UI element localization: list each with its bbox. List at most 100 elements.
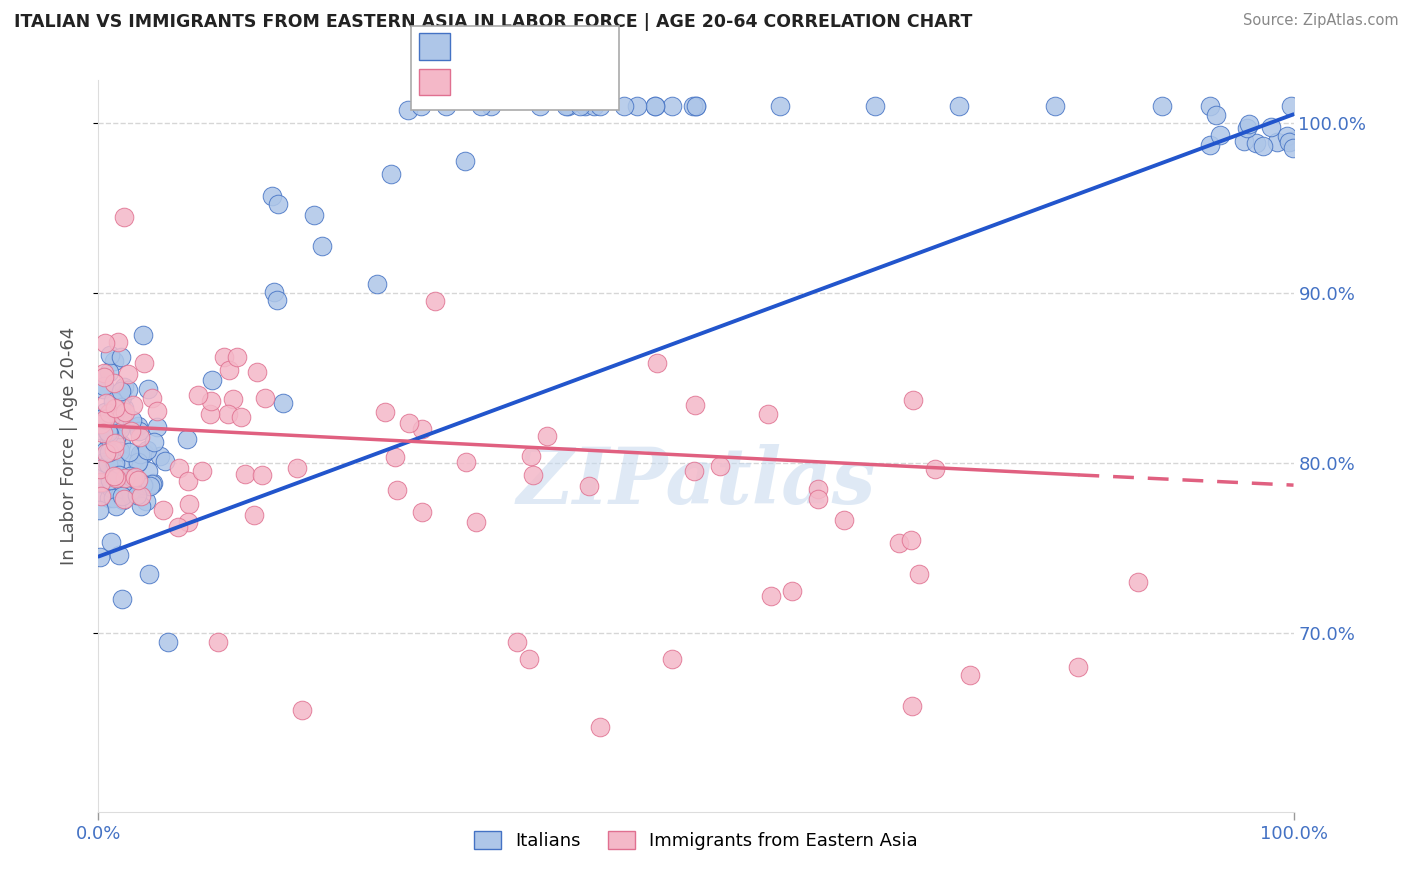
Point xyxy=(759,589,782,603)
Text: R =: R = xyxy=(457,37,489,54)
Point xyxy=(423,294,446,309)
Point xyxy=(112,380,135,394)
Point xyxy=(141,391,163,405)
Point xyxy=(94,395,117,409)
Point xyxy=(1199,138,1222,153)
Text: N =: N = xyxy=(530,72,564,90)
Point xyxy=(229,410,252,425)
Point xyxy=(110,400,132,414)
Point xyxy=(98,365,121,379)
Point xyxy=(626,99,648,113)
Point xyxy=(924,462,946,476)
Point xyxy=(125,456,148,470)
Point xyxy=(177,497,200,511)
Point xyxy=(554,99,576,113)
Point xyxy=(380,167,402,181)
Point xyxy=(114,471,136,485)
Point xyxy=(100,474,122,488)
Point xyxy=(103,353,125,368)
Text: -0.090: -0.090 xyxy=(491,72,553,90)
Point xyxy=(104,456,127,470)
Point xyxy=(93,415,115,429)
Point xyxy=(100,436,122,450)
Point xyxy=(129,447,152,461)
Point xyxy=(1067,660,1090,674)
Point xyxy=(93,444,115,458)
Point xyxy=(127,473,149,487)
Point xyxy=(434,99,457,113)
Point xyxy=(94,446,117,460)
Point xyxy=(90,489,112,503)
Point xyxy=(93,369,115,384)
Point xyxy=(807,491,830,506)
Point xyxy=(1278,135,1301,149)
Point xyxy=(1265,136,1288,150)
Point xyxy=(291,703,314,717)
Point xyxy=(112,210,135,224)
Point xyxy=(91,410,114,425)
Point xyxy=(1152,99,1174,113)
Point xyxy=(1236,120,1258,135)
Point xyxy=(132,356,155,370)
Text: N =: N = xyxy=(530,37,564,54)
Point xyxy=(110,384,132,398)
Point xyxy=(128,430,150,444)
Point xyxy=(111,492,134,507)
Point xyxy=(110,409,132,423)
Point xyxy=(104,401,127,415)
Point xyxy=(574,99,596,113)
Point xyxy=(121,413,143,427)
Point xyxy=(127,455,149,469)
Point xyxy=(120,424,142,438)
Point xyxy=(127,419,149,434)
Point xyxy=(250,467,273,482)
Point xyxy=(266,293,288,307)
Point xyxy=(374,405,396,419)
Point xyxy=(191,465,214,479)
Point xyxy=(112,492,135,507)
Point xyxy=(271,395,294,409)
Point xyxy=(121,471,143,485)
Point xyxy=(87,502,110,516)
Point xyxy=(454,153,477,168)
Point xyxy=(1279,99,1302,113)
Point xyxy=(132,327,155,342)
Point xyxy=(1275,129,1298,144)
Point xyxy=(167,519,190,533)
Text: 0.555: 0.555 xyxy=(491,37,546,54)
Point xyxy=(111,391,134,405)
Point xyxy=(146,420,169,434)
Point xyxy=(832,513,855,527)
Point xyxy=(89,550,111,565)
Point xyxy=(1244,136,1267,151)
Point xyxy=(807,482,830,496)
Point xyxy=(136,443,159,458)
Point xyxy=(644,99,666,113)
Point xyxy=(117,367,139,381)
Point xyxy=(103,376,125,390)
Point xyxy=(87,450,110,464)
Point xyxy=(87,412,110,426)
Point xyxy=(1128,575,1150,590)
Point xyxy=(366,277,388,291)
Point xyxy=(522,468,544,483)
Point xyxy=(90,475,112,490)
Point xyxy=(177,515,200,529)
Point xyxy=(253,391,276,405)
Point xyxy=(125,488,148,502)
Point xyxy=(557,99,579,113)
Point xyxy=(506,634,529,648)
Point xyxy=(155,453,177,467)
Point xyxy=(108,445,131,459)
Point xyxy=(683,398,706,412)
Point xyxy=(398,416,420,430)
Point xyxy=(517,651,540,665)
Point xyxy=(903,393,925,408)
Point xyxy=(233,467,256,481)
Point xyxy=(1260,120,1282,134)
Point xyxy=(1281,141,1303,155)
Point xyxy=(138,566,160,581)
Point xyxy=(529,99,551,113)
Point xyxy=(263,285,285,299)
Point xyxy=(520,449,543,463)
